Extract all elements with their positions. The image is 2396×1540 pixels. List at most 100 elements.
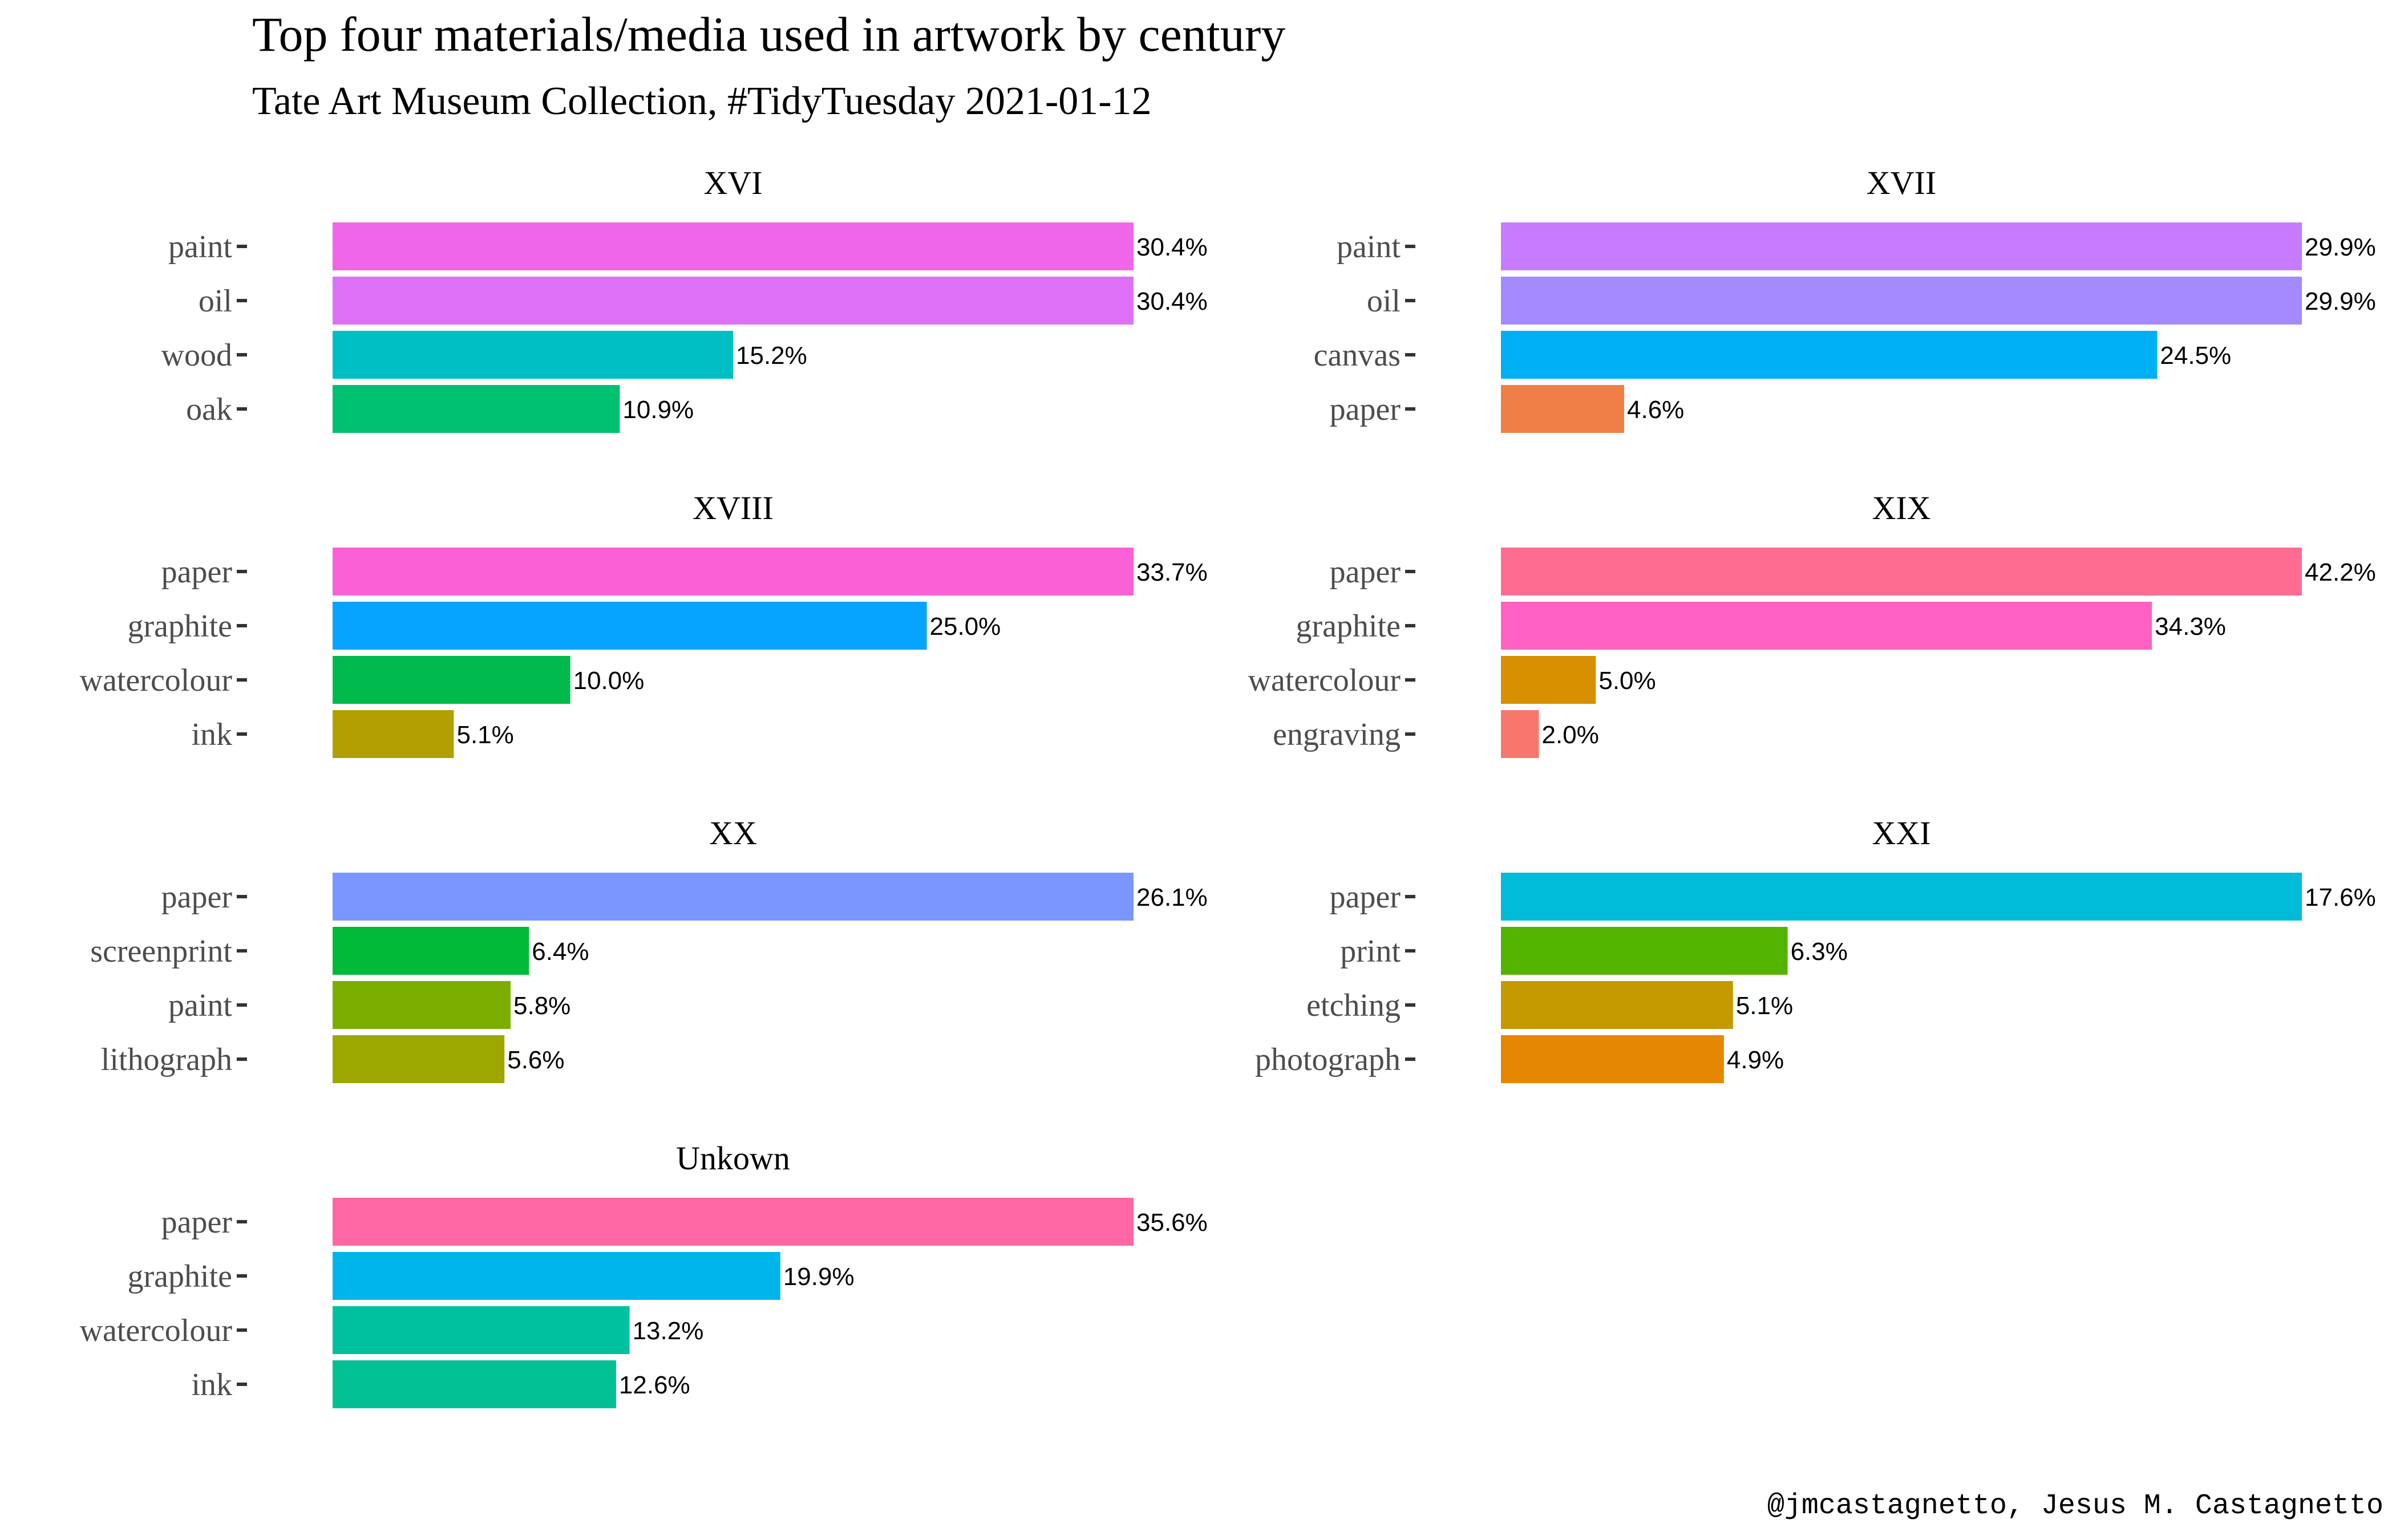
category-label-xviii-watercolour: watercolour [80,663,233,698]
category-label-xx-screenprint: screenprint [90,934,232,969]
data-label-xxi-paper: 17.6% [2305,884,2376,911]
bar-xxi-paper [1501,873,2302,921]
category-label-xvi-wood: wood [161,338,232,373]
bar-xvii-paint [1501,222,2302,270]
bar-xix-graphite [1501,602,2152,650]
chart-caption: @jmcastagnetto, Jesus M. Castagnetto [1767,1490,2383,1522]
data-label-unkown-paper: 35.6% [1136,1209,1208,1237]
data-label-xix-watercolour: 5.0% [1598,667,1656,695]
category-label-xvi-oil: oil [199,283,232,319]
data-label-xix-graphite: 34.3% [2155,613,2226,641]
facet-panel-unkown: Unkown paper 35.6% graphite 19.9% watercolour… [80,1140,1208,1408]
bar-xix-watercolour [1501,656,1596,704]
bar-unkown-watercolour [333,1306,630,1354]
data-label-xvii-paint: 29.9% [2305,233,2376,261]
facet-panel-xix: XIX paper 42.2% graphite 34.3% watercolour 5.0… [1248,489,2376,758]
category-label-xvii-oil: oil [1367,283,1401,319]
category-label-xxi-print: print [1340,934,1401,969]
category-label-xxi-etching: etching [1306,988,1401,1023]
category-label-xx-paint: paint [168,988,232,1023]
panel-title-xviii: XVIII [693,489,774,526]
bar-xvi-paint [333,222,1134,270]
panel-title-xvii: XVII [1867,164,1936,201]
data-label-xviii-graphite: 25.0% [930,613,1001,641]
data-label-unkown-ink: 12.6% [619,1371,690,1399]
bar-xvi-oak [333,385,620,433]
category-label-xix-paper: paper [1330,554,1401,590]
category-label-xvi-paint: paint [168,229,232,265]
facet-panel-xx: XX paper 26.1% screenprint 6.4% paint 5.8% lith… [90,814,1208,1083]
category-label-xxi-photograph: photograph [1255,1042,1401,1077]
data-label-xvii-oil: 29.9% [2305,287,2376,315]
panel-title-xix: XIX [1872,489,1930,526]
data-label-xx-paint: 5.8% [513,992,570,1020]
category-label-xix-graphite: graphite [1296,609,1401,644]
data-label-xvi-wood: 15.2% [736,342,807,370]
data-label-xix-engraving: 2.0% [1542,721,1599,749]
bar-xvii-canvas [1501,331,2158,379]
data-label-xxi-photograph: 4.9% [1727,1046,1784,1074]
category-label-xvii-paper: paper [1330,392,1401,427]
bar-xviii-paper [333,548,1134,595]
bar-xviii-watercolour [333,656,570,704]
category-label-unkown-watercolour: watercolour [80,1313,233,1348]
panel-title-xvi: XVI [703,164,762,201]
bar-xx-lithograph [333,1035,505,1083]
data-label-xvi-oak: 10.9% [622,396,694,424]
category-label-xviii-ink: ink [191,717,232,752]
bar-unkown-paper [333,1198,1134,1246]
bar-xx-paper [333,873,1134,921]
category-label-unkown-ink: ink [191,1367,232,1403]
data-label-xxi-etching: 5.1% [1736,992,1793,1020]
panel-title-xxi: XXI [1872,814,1930,852]
bar-unkown-ink [333,1360,616,1408]
data-label-xvi-oil: 30.4% [1136,287,1208,315]
category-label-unkown-paper: paper [161,1205,233,1240]
bar-xvi-oil [333,277,1134,325]
bar-xx-screenprint [333,927,529,975]
bar-xvii-paper [1501,385,1624,433]
data-label-xviii-ink: 5.1% [456,721,513,749]
chart-subtitle: Tate Art Museum Collection, #TidyTuesday… [252,79,1152,123]
category-label-unkown-graphite: graphite [128,1259,232,1294]
bar-xvi-wood [333,331,733,379]
facet-panel-xxi: XXI paper 17.6% print 6.3% etching 5.1% photogr… [1255,814,2376,1083]
category-label-xx-paper: paper [161,880,233,915]
data-label-xviii-watercolour: 10.0% [573,667,645,695]
data-label-xx-paper: 26.1% [1136,884,1208,911]
category-label-xvii-paint: paint [1337,229,1401,265]
data-label-xvi-paint: 30.4% [1136,233,1208,261]
category-label-xvi-oak: oak [186,392,232,427]
data-label-xix-paper: 42.2% [2305,558,2376,586]
facet-panel-xvii: XVII paint 29.9% oil 29.9% canvas 24.5% paper 4.… [1314,164,2376,433]
bar-xviii-ink [333,710,454,758]
data-label-xviii-paper: 33.7% [1136,558,1208,586]
category-label-xix-engraving: engraving [1273,717,1401,752]
data-label-unkown-watercolour: 13.2% [633,1317,704,1345]
data-label-unkown-graphite: 19.9% [783,1263,855,1291]
data-label-xx-screenprint: 6.4% [532,938,589,966]
panel-title-xx: XX [709,814,757,852]
category-label-xviii-paper: paper [161,554,233,590]
data-label-xxi-print: 6.3% [1791,938,1848,966]
category-label-xxi-paper: paper [1330,880,1401,915]
bar-xix-engraving [1501,710,1539,758]
bar-xxi-print [1501,927,1788,975]
facet-panel-xvi: XVI paint 30.4% oil 30.4% wood 15.2% oak 10.9% [161,164,1208,433]
bar-xviii-graphite [333,602,927,650]
facet-panel-xviii: XVIII paper 33.7% graphite 25.0% watercolour 1… [80,489,1208,758]
data-label-xx-lithograph: 5.6% [507,1046,564,1074]
bar-xx-paint [333,981,511,1029]
bar-xxi-etching [1501,981,1733,1029]
panel-title-unkown: Unkown [676,1140,790,1177]
bar-xvii-oil [1501,277,2302,325]
category-label-xvii-canvas: canvas [1314,338,1401,373]
data-label-xvii-paper: 4.6% [1627,396,1684,424]
category-label-xx-lithograph: lithograph [101,1042,232,1077]
bar-unkown-graphite [333,1252,780,1300]
data-label-xvii-canvas: 24.5% [2160,342,2231,370]
category-label-xix-watercolour: watercolour [1248,663,1401,698]
chart-title: Top four materials/media used in artwork… [252,7,1286,62]
